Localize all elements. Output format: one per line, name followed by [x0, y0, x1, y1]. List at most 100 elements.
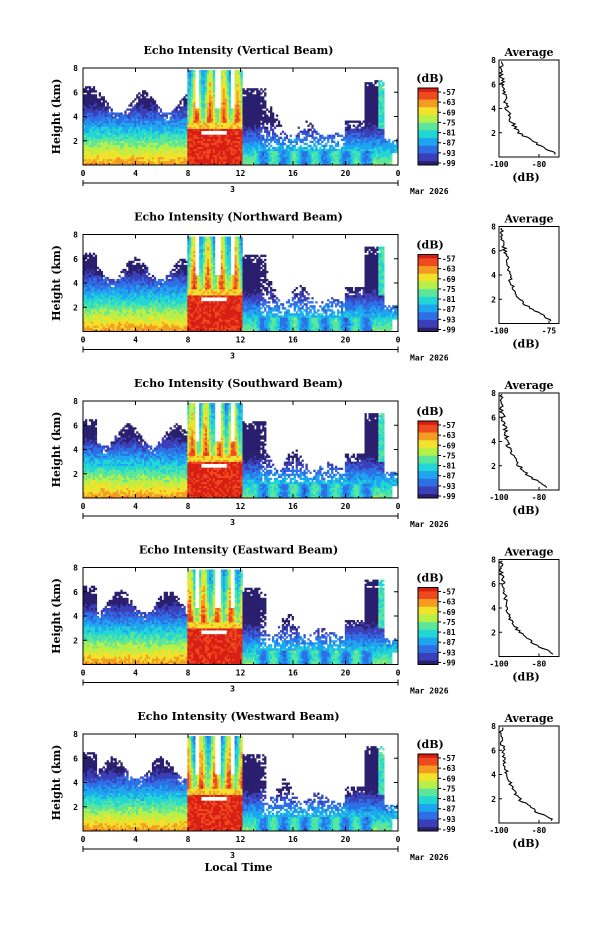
heatmap-cell — [246, 92, 249, 95]
heatmap-cell — [240, 96, 243, 99]
heatmap-cell — [124, 130, 127, 133]
heatmap-cell — [258, 96, 261, 99]
heatmap-cell — [90, 94, 94, 97]
heatmap-cell — [106, 108, 109, 111]
heatmap-cell — [122, 136, 125, 140]
heatmap-cell — [177, 114, 180, 117]
heatmap-cell — [287, 144, 291, 148]
heatmap-cell — [88, 283, 92, 286]
heatmap-cell — [366, 136, 369, 140]
heatmap-cell — [183, 102, 186, 105]
heatmap-cell — [106, 148, 109, 152]
heatmap-cell — [122, 156, 125, 160]
heatmap-cell — [83, 270, 86, 274]
heatmap-cell — [147, 156, 151, 160]
heatmap-cell — [104, 150, 107, 154]
heatmap-cell — [380, 140, 383, 144]
heatmap-cell — [181, 162, 184, 166]
heatmap-cell — [104, 291, 107, 294]
heatmap-cell — [313, 162, 316, 166]
heatmap-cell — [90, 319, 94, 322]
heatmap-cell — [348, 128, 352, 131]
heatmap-cell — [226, 88, 229, 91]
heatmap-cell — [149, 154, 153, 158]
heatmap-cell — [344, 148, 348, 152]
heatmap-cell — [94, 297, 98, 300]
heatmap-cell — [226, 72, 229, 75]
heatmap-cell — [210, 148, 214, 152]
heatmap-cell — [372, 102, 375, 105]
heatmap-cell — [122, 128, 125, 131]
heatmap-cell — [142, 136, 145, 140]
heatmap-cell — [163, 130, 166, 133]
heatmap-cell — [90, 116, 94, 119]
heatmap-cell — [205, 78, 208, 81]
heatmap-cell — [380, 144, 383, 148]
heatmap-cell — [193, 82, 196, 85]
heatmap-cell — [201, 134, 204, 138]
heatmap-cell — [319, 138, 322, 142]
heatmap-cell — [102, 108, 105, 111]
heatmap-cell — [144, 118, 147, 121]
heatmap-cell — [260, 88, 263, 91]
heatmap-cell — [368, 88, 371, 91]
heatmap-cell — [83, 311, 86, 314]
heatmap-cell — [275, 158, 279, 162]
heatmap-cell — [83, 262, 86, 266]
heatmap-cell — [366, 92, 369, 95]
heatmap-cell — [106, 114, 109, 117]
heatmap-cell — [100, 108, 103, 111]
heatmap-cell — [122, 130, 125, 133]
heatmap-cell — [83, 112, 86, 115]
heatmap-cell — [216, 112, 220, 115]
heatmap-cell — [238, 106, 241, 109]
heatmap-cell — [104, 138, 107, 142]
heatmap-cell — [258, 108, 261, 111]
heatmap-cell — [250, 122, 253, 125]
heatmap-cell — [344, 144, 348, 148]
heatmap-cell — [86, 313, 90, 316]
heatmap-cell — [136, 152, 139, 156]
heatmap-cell — [333, 148, 336, 152]
heatmap-cell — [305, 156, 308, 160]
heatmap-cell — [100, 142, 103, 146]
heatmap-cell — [128, 136, 131, 140]
heatmap-cell — [142, 156, 145, 160]
heatmap-cell — [83, 272, 86, 276]
heatmap-cell — [374, 118, 377, 121]
heatmap-cell — [92, 148, 96, 152]
heatmap-cell — [175, 114, 178, 117]
heatmap-cell — [92, 291, 96, 294]
heatmap-cell — [128, 132, 131, 135]
heatmap-cell — [92, 272, 96, 276]
heatmap-cell — [102, 291, 105, 294]
heatmap-cell — [167, 158, 170, 162]
heatmap-cell — [102, 126, 105, 129]
heatmap-cell — [216, 160, 220, 164]
heatmap-cell — [378, 124, 381, 127]
heatmap-cell — [183, 134, 186, 138]
heatmap-cell — [108, 154, 111, 158]
heatmap-cell — [358, 156, 361, 160]
heatmap-cell — [161, 152, 165, 156]
heatmap-cell — [270, 112, 273, 115]
heatmap-cell — [240, 158, 243, 162]
heatmap-cell — [331, 148, 334, 152]
heatmap-cell — [254, 96, 257, 99]
heatmap-cell — [207, 96, 210, 99]
heatmap-cell — [232, 142, 235, 146]
heatmap-cell — [118, 152, 121, 156]
heatmap-cell — [222, 78, 226, 81]
heatmap-cell — [118, 154, 121, 158]
heatmap-cell — [197, 162, 200, 166]
heatmap-cell — [209, 92, 212, 95]
heatmap-cell — [163, 128, 166, 131]
heatmap-cell — [100, 311, 103, 314]
heatmap-cell — [250, 148, 253, 152]
heatmap-cell — [94, 90, 98, 93]
heatmap-cell — [228, 116, 231, 119]
heatmap-cell — [246, 114, 249, 117]
heatmap-cell — [246, 156, 249, 160]
heatmap-cell — [92, 116, 96, 119]
heatmap-cell — [167, 152, 170, 156]
